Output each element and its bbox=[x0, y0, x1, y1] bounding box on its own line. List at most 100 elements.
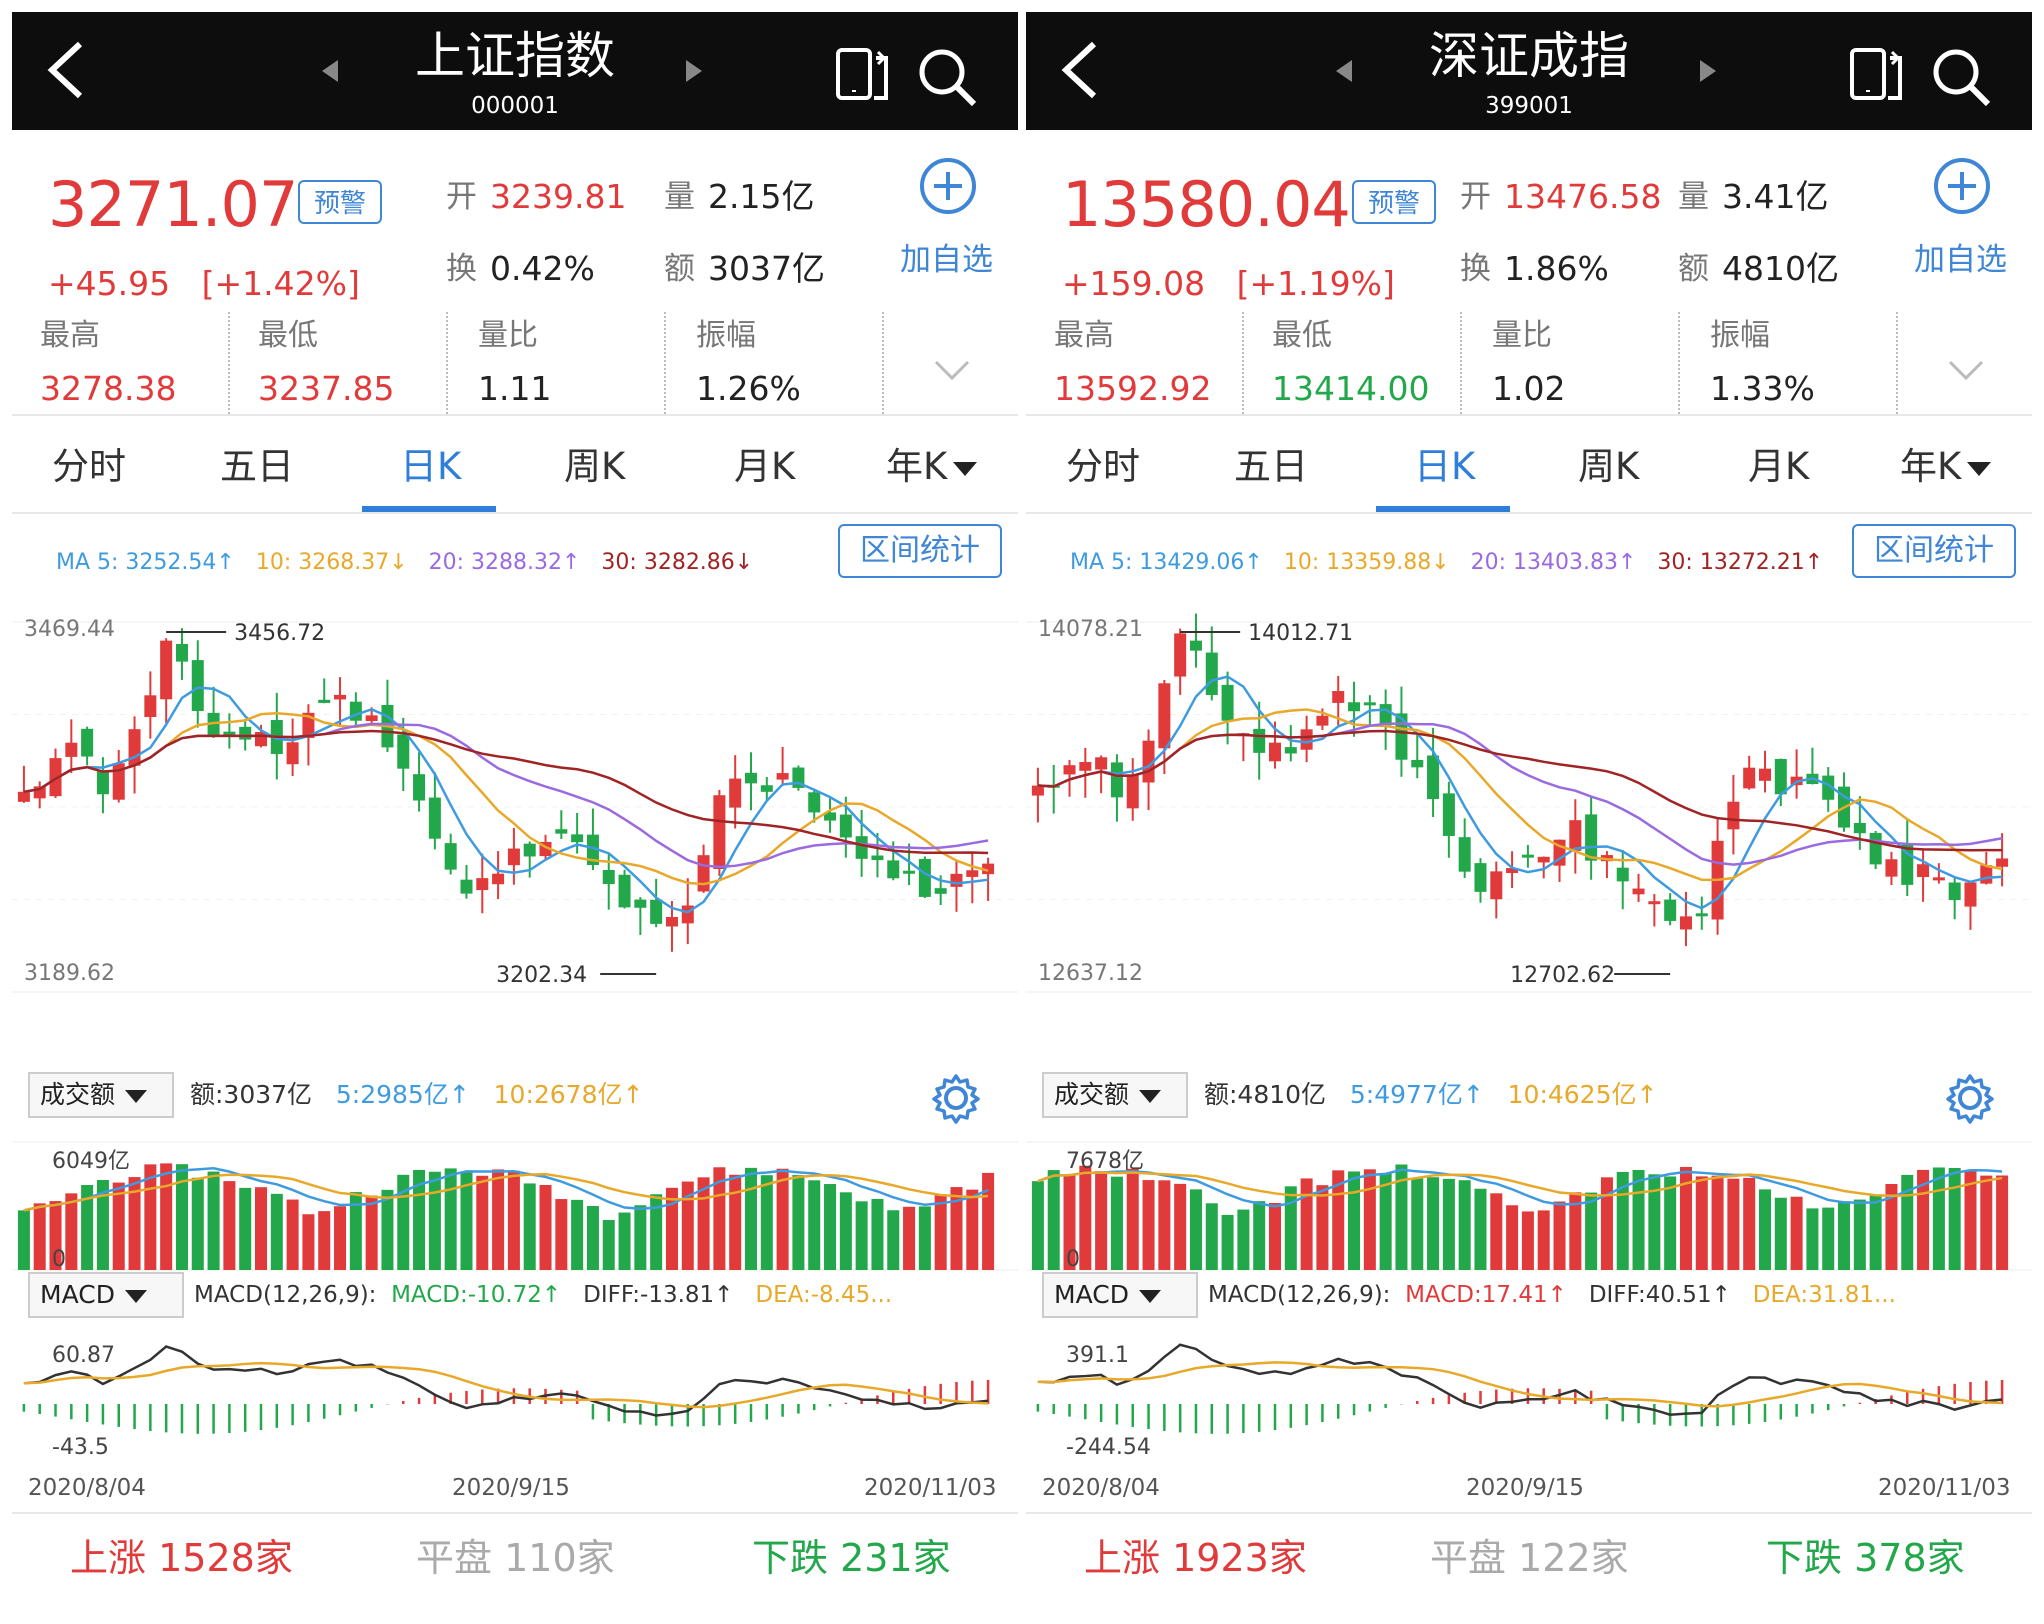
add-watchlist-icon[interactable] bbox=[918, 156, 978, 216]
back-icon[interactable] bbox=[42, 38, 90, 102]
candle-body bbox=[555, 829, 568, 834]
candle-body bbox=[112, 763, 125, 800]
stat-low-label: 最低 bbox=[1272, 318, 1332, 353]
unchanged: 平盘 110家 bbox=[416, 1536, 615, 1580]
volume-legend: 额:4810亿 5:4977亿↑ 10:4625亿↑ bbox=[1204, 1076, 1657, 1114]
tab-five-day[interactable]: 五日 bbox=[1234, 445, 1308, 488]
ma30-value: 30: 13272.21↑ bbox=[1657, 550, 1824, 575]
ma-legend: MA 5: 13429.06↑ 10: 13359.88↓ 20: 13403.… bbox=[1070, 546, 1823, 580]
candle-body bbox=[950, 873, 963, 887]
macd-dea-line bbox=[1037, 1361, 2003, 1408]
add-watchlist-icon[interactable] bbox=[1932, 156, 1992, 216]
volume-bar bbox=[365, 1195, 378, 1270]
volume-bar bbox=[1442, 1178, 1455, 1270]
volume-bar bbox=[1711, 1175, 1724, 1270]
candle-body bbox=[1095, 757, 1108, 770]
next-stock-icon[interactable] bbox=[1692, 56, 1722, 86]
candle-body bbox=[982, 863, 995, 875]
macd-diff-line bbox=[1037, 1343, 2003, 1416]
volume-top-label: 6049亿 bbox=[52, 1149, 130, 1174]
candle-body bbox=[428, 797, 441, 839]
tab-monthly-k[interactable]: 月K bbox=[1748, 445, 1810, 488]
tab-daily-k[interactable]: 日K bbox=[400, 445, 462, 488]
open-value: 13476.58 bbox=[1504, 177, 1662, 216]
tab-yearly-k[interactable]: 年K bbox=[886, 442, 979, 492]
active-tab-indicator bbox=[362, 506, 496, 512]
volume-chart[interactable]: 6049亿 0 bbox=[12, 1132, 1018, 1282]
back-icon[interactable] bbox=[1056, 38, 1104, 102]
range-stats-button[interactable]: 区间统计 bbox=[1852, 524, 2016, 578]
settings-gear-icon[interactable] bbox=[930, 1072, 982, 1124]
candle-body bbox=[1727, 801, 1740, 830]
ma10-value: 10: 13359.88↓ bbox=[1283, 550, 1450, 575]
expand-chevron-icon[interactable] bbox=[1946, 358, 1986, 384]
split-screen-icon[interactable] bbox=[834, 46, 890, 102]
tab-five-day[interactable]: 五日 bbox=[220, 445, 294, 488]
volume-bar bbox=[349, 1192, 362, 1270]
tab-intraday[interactable]: 分时 bbox=[52, 445, 126, 488]
next-stock-icon[interactable] bbox=[678, 56, 708, 86]
candlestick-chart[interactable]: 14078.21 12637.12 14012.71 12702.62 bbox=[1026, 592, 2032, 1052]
add-watchlist-label[interactable]: 加自选 bbox=[900, 242, 993, 278]
volume-bar bbox=[318, 1211, 331, 1270]
search-icon[interactable] bbox=[1930, 46, 1992, 108]
volume-selector[interactable]: 成交额 bbox=[1042, 1072, 1188, 1118]
macd-dea: DEA:-8.45... bbox=[755, 1282, 893, 1308]
tab-daily-k[interactable]: 日K bbox=[1414, 445, 1476, 488]
stat-amplitude-label: 振幅 bbox=[1710, 318, 1770, 353]
advancers: 上涨 1923家 bbox=[1084, 1536, 1307, 1580]
candle-body bbox=[33, 786, 46, 799]
tab-weekly-k[interactable]: 周K bbox=[564, 445, 626, 488]
add-watchlist-label[interactable]: 加自选 bbox=[1914, 242, 2007, 278]
macd-chart[interactable]: 391.1 -244.54 bbox=[1026, 1332, 2032, 1472]
tab-yearly-k[interactable]: 年K bbox=[1900, 442, 1993, 492]
macd-value: MACD:-10.72↑ bbox=[391, 1282, 562, 1308]
expand-chevron-icon[interactable] bbox=[932, 358, 972, 384]
stat-divider bbox=[1460, 312, 1462, 414]
volume-bar bbox=[1142, 1180, 1155, 1270]
tab-intraday[interactable]: 分时 bbox=[1066, 445, 1140, 488]
candle-body bbox=[349, 701, 362, 721]
range-stats-button[interactable]: 区间统计 bbox=[838, 524, 1002, 578]
volume-zero-label: 0 bbox=[1066, 1247, 1080, 1272]
candlestick-chart[interactable]: 3469.44 3189.62 3456.72 3202.34 bbox=[12, 592, 1018, 1052]
price-alert-button[interactable]: 预警 bbox=[1352, 180, 1436, 224]
candle-body bbox=[1442, 793, 1455, 836]
candle-body bbox=[1474, 863, 1487, 892]
tab-weekly-k[interactable]: 周K bbox=[1578, 445, 1640, 488]
split-screen-icon[interactable] bbox=[1848, 46, 1904, 102]
volume-bar bbox=[1348, 1171, 1361, 1270]
panel-shenzhen: 深证成指 399001 13580.04 预警 +159.08 [+1.19%]… bbox=[1026, 12, 2032, 1616]
macd-value: MACD:17.41↑ bbox=[1405, 1282, 1567, 1308]
volume-bar bbox=[665, 1187, 678, 1270]
decliners: 下跌 378家 bbox=[1766, 1536, 1965, 1580]
high-marker: 14012.71 bbox=[1248, 621, 1353, 646]
volume-bar bbox=[144, 1164, 157, 1270]
volume-chart[interactable]: 7678亿 0 bbox=[1026, 1132, 2032, 1282]
macd-selector[interactable]: MACD bbox=[1042, 1272, 1198, 1318]
candle-body bbox=[1664, 899, 1677, 921]
volume-bar bbox=[1743, 1177, 1756, 1270]
candle-body bbox=[808, 792, 821, 813]
volume-amount: 额:3037亿 bbox=[190, 1080, 313, 1109]
stat-divider bbox=[664, 312, 666, 414]
macd-bottom-label: -244.54 bbox=[1066, 1435, 1151, 1460]
candle-body bbox=[586, 834, 599, 866]
divider bbox=[12, 512, 1018, 514]
macd-chart[interactable]: 60.87 -43.5 bbox=[12, 1332, 1018, 1472]
price-alert-button[interactable]: 预警 bbox=[298, 180, 382, 224]
low-marker: 12702.62 bbox=[1510, 963, 1615, 988]
tab-monthly-k[interactable]: 月K bbox=[734, 445, 796, 488]
turnover-value: 0.42% bbox=[490, 249, 595, 288]
volume-ma5: 5:4977亿↑ bbox=[1349, 1080, 1484, 1109]
stat-amplitude-value: 1.33% bbox=[1710, 369, 1815, 408]
ma20-value: 20: 13403.83↑ bbox=[1470, 550, 1637, 575]
prev-stock-icon[interactable] bbox=[1330, 56, 1360, 86]
search-icon[interactable] bbox=[916, 46, 978, 108]
settings-gear-icon[interactable] bbox=[1944, 1072, 1996, 1124]
ma5-value: MA 5: 3252.54↑ bbox=[56, 550, 235, 575]
candle-body bbox=[1758, 768, 1772, 781]
volume-selector[interactable]: 成交额 bbox=[28, 1072, 174, 1118]
prev-stock-icon[interactable] bbox=[316, 56, 346, 86]
macd-selector[interactable]: MACD bbox=[28, 1272, 184, 1318]
